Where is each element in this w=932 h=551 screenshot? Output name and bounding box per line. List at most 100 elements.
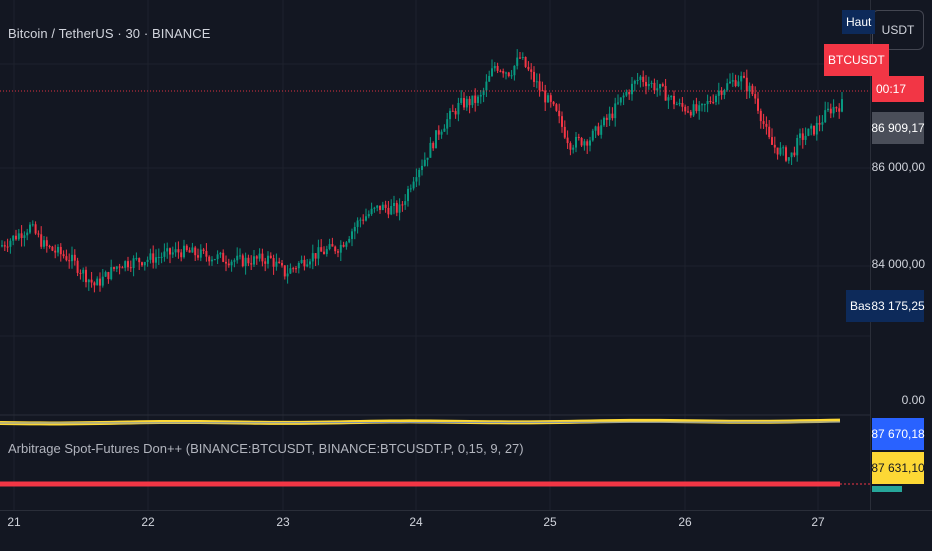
candle-body bbox=[124, 261, 127, 268]
candle-body bbox=[838, 108, 841, 112]
candle-body bbox=[468, 98, 471, 106]
candle-body bbox=[667, 97, 670, 101]
candle-body bbox=[45, 240, 48, 246]
candle-body bbox=[23, 235, 26, 239]
time-label-23: 23 bbox=[276, 515, 290, 529]
candle-body bbox=[631, 83, 633, 95]
candle-body bbox=[76, 260, 79, 273]
candle-body bbox=[31, 224, 34, 226]
candle-body bbox=[258, 253, 261, 259]
candle-body bbox=[832, 107, 835, 114]
candle-body bbox=[3, 245, 6, 247]
candle-body bbox=[191, 247, 194, 253]
candle-body bbox=[639, 76, 642, 81]
candle-body bbox=[115, 266, 118, 269]
candle-body bbox=[829, 108, 832, 114]
candle-body bbox=[199, 249, 202, 258]
candle-body bbox=[155, 257, 157, 263]
candle-body bbox=[367, 214, 370, 217]
candle-body bbox=[348, 238, 351, 243]
chart-area[interactable]: Bitcoin / TetherUS · 30 · BINANCE Arbitr… bbox=[0, 0, 870, 510]
candle-body bbox=[754, 94, 757, 99]
candle-body bbox=[519, 57, 521, 59]
candle-body bbox=[407, 188, 409, 202]
candle-body bbox=[776, 147, 779, 155]
candle-body bbox=[507, 72, 510, 76]
candle-body bbox=[356, 220, 359, 227]
price-label-zero: 0.00 bbox=[901, 393, 925, 407]
candle-body bbox=[51, 246, 54, 251]
time-axis[interactable]: 21 22 23 24 25 26 27 bbox=[0, 510, 932, 551]
candle-body bbox=[194, 247, 197, 256]
candle-body bbox=[457, 102, 460, 115]
candle-body bbox=[737, 81, 740, 87]
countdown-badge: 00:17 bbox=[872, 76, 924, 102]
candle-body bbox=[628, 92, 631, 95]
candle-body bbox=[121, 267, 124, 269]
candle-body bbox=[650, 82, 653, 84]
candle-body bbox=[510, 75, 513, 77]
candle-body bbox=[62, 254, 65, 257]
candle-body bbox=[34, 224, 37, 234]
candle-body bbox=[323, 251, 325, 255]
currency-button[interactable]: USDT bbox=[872, 10, 924, 50]
candle-body bbox=[759, 110, 762, 122]
candle-body bbox=[818, 123, 821, 125]
candle-body bbox=[328, 244, 331, 250]
candle-body bbox=[426, 157, 429, 160]
indicator-title: Arbitrage Spot-Futures Don++ (BINANCE:BT… bbox=[8, 441, 524, 456]
candle-body bbox=[421, 165, 423, 170]
time-label-25: 25 bbox=[543, 515, 557, 529]
candle-body bbox=[295, 268, 297, 270]
candle-body bbox=[443, 128, 446, 132]
candle-body bbox=[471, 95, 474, 106]
candle-body bbox=[278, 261, 281, 264]
candle-body bbox=[813, 125, 815, 135]
last-price-badge: 86 909,17 bbox=[871, 112, 925, 144]
candle-body bbox=[99, 278, 101, 286]
candle-body bbox=[544, 90, 547, 103]
candle-body bbox=[527, 66, 530, 70]
candle-body bbox=[412, 181, 415, 189]
candle-body bbox=[552, 101, 555, 105]
candle-body bbox=[566, 137, 569, 144]
candle-body bbox=[87, 279, 90, 283]
candle-body bbox=[614, 103, 617, 119]
candle-body bbox=[351, 231, 353, 239]
candle-body bbox=[362, 219, 365, 221]
candle-body bbox=[611, 113, 614, 119]
candle-body bbox=[309, 261, 311, 265]
candle-body bbox=[337, 251, 339, 253]
candle-body bbox=[233, 260, 236, 262]
candle-body bbox=[835, 107, 838, 109]
candle-body bbox=[561, 116, 563, 127]
candle-body bbox=[625, 92, 628, 96]
candle-body bbox=[205, 250, 208, 257]
time-label-26: 26 bbox=[678, 515, 692, 529]
candle-body bbox=[174, 249, 177, 253]
candle-body bbox=[169, 248, 171, 255]
candle-body bbox=[748, 85, 751, 92]
time-label-24: 24 bbox=[409, 515, 423, 529]
candle-body bbox=[143, 261, 146, 266]
time-label-21: 21 bbox=[7, 515, 21, 529]
candle-body bbox=[675, 104, 678, 106]
candle-body bbox=[216, 254, 219, 260]
price-chart[interactable] bbox=[0, 0, 870, 510]
candle-body bbox=[572, 147, 575, 150]
candle-body bbox=[521, 56, 524, 58]
candle-body bbox=[533, 71, 535, 82]
candle-body bbox=[589, 140, 591, 146]
candle-body bbox=[664, 85, 667, 101]
candle-body bbox=[617, 102, 619, 104]
candle-body bbox=[757, 98, 759, 111]
candle-body bbox=[751, 85, 754, 95]
candle-body bbox=[799, 133, 801, 138]
candle-body bbox=[779, 147, 782, 155]
candle-body bbox=[325, 249, 328, 255]
candle-body bbox=[253, 256, 255, 265]
candle-body bbox=[264, 261, 267, 264]
candle-body bbox=[790, 152, 793, 158]
candle-body bbox=[569, 143, 572, 150]
candle-body bbox=[29, 224, 31, 233]
